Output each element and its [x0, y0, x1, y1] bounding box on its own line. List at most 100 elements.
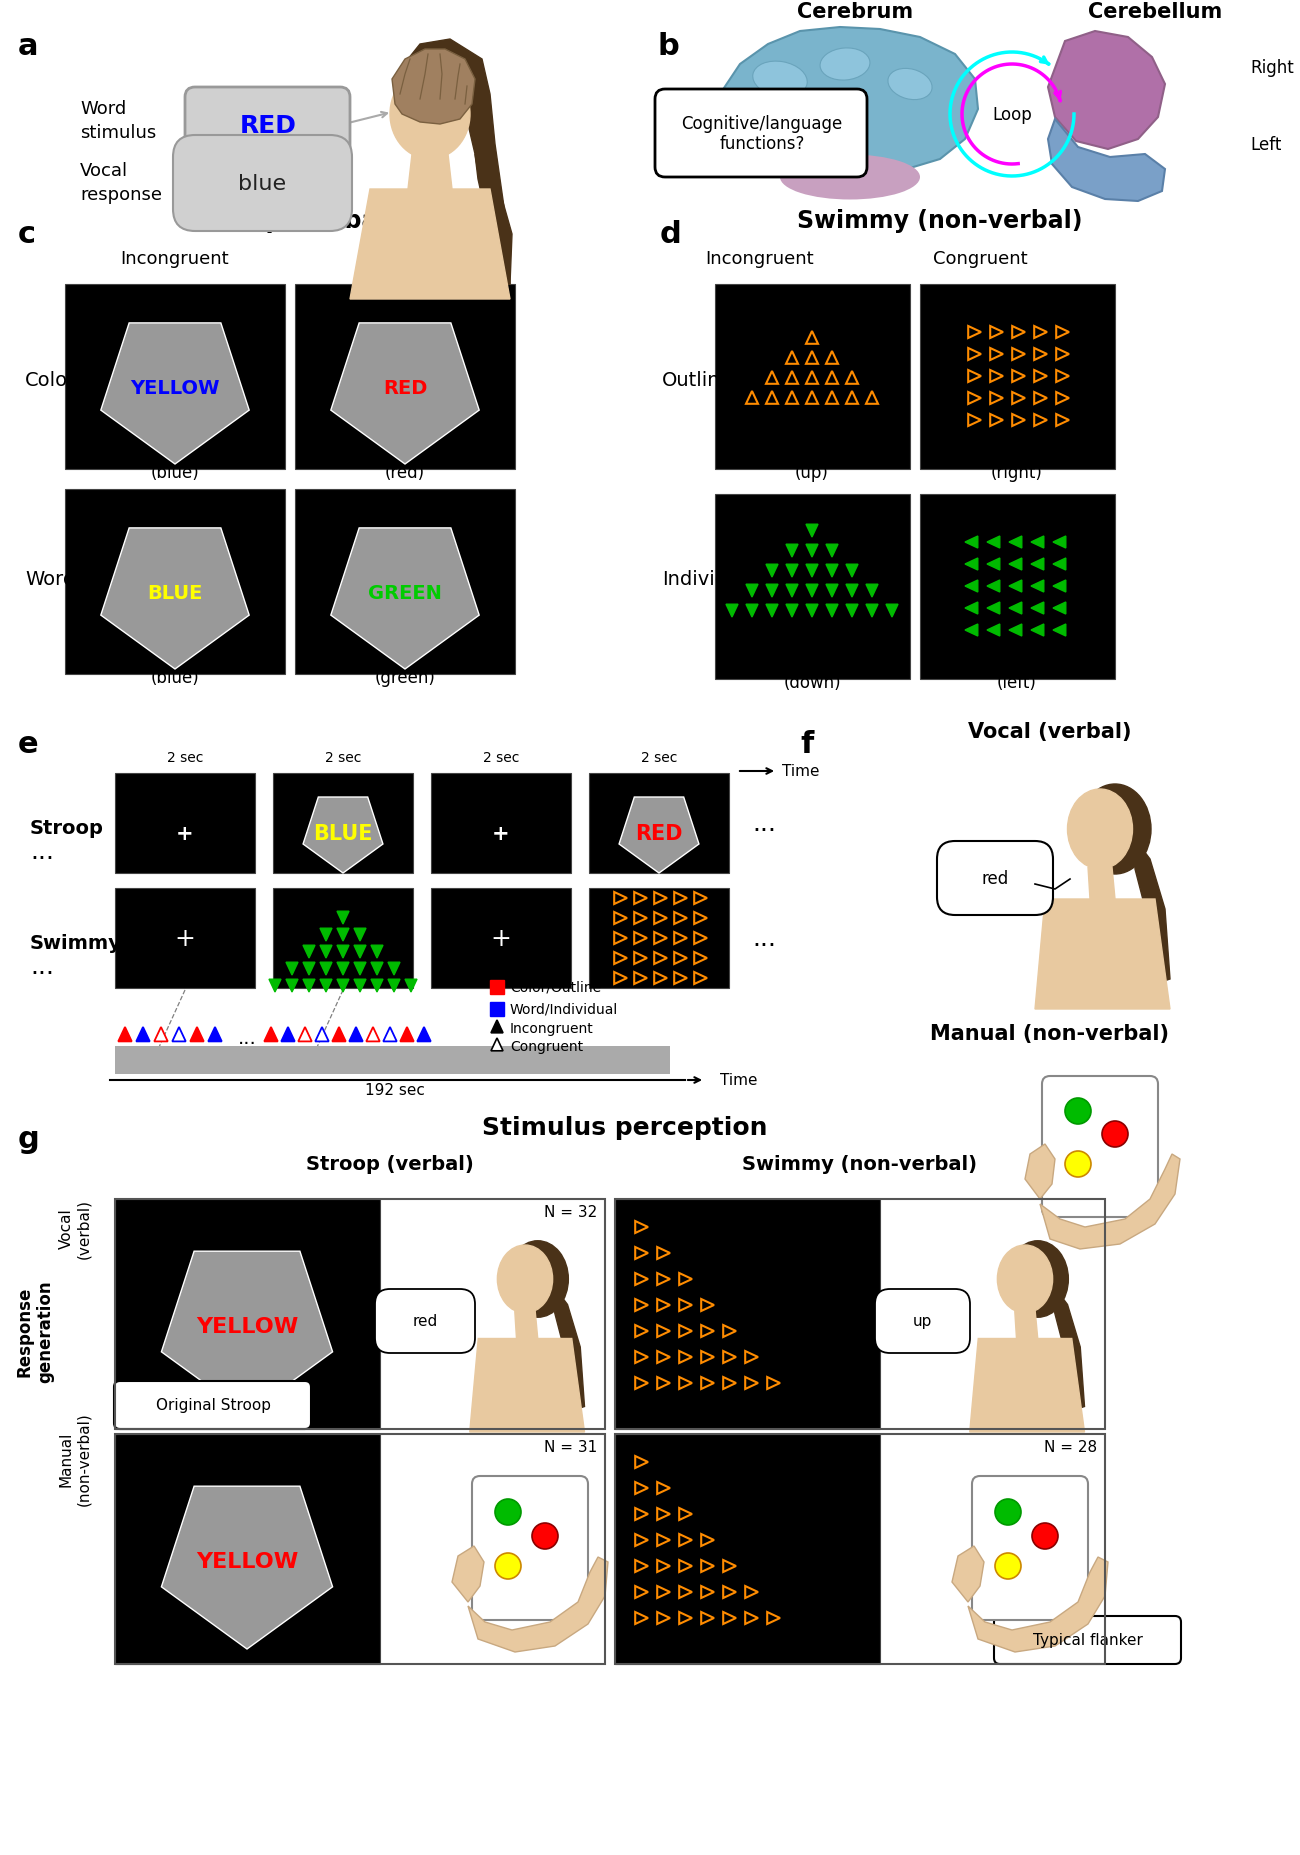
Polygon shape [1035, 900, 1170, 1009]
Bar [273, 774, 413, 874]
Bar [295, 286, 515, 469]
Polygon shape [286, 979, 298, 992]
Polygon shape [846, 566, 858, 577]
Bar [114, 1434, 380, 1664]
Text: Stimulus perception: Stimulus perception [482, 1115, 768, 1139]
Text: Vocal
(verbal): Vocal (verbal) [58, 1198, 91, 1258]
Polygon shape [354, 929, 367, 942]
Polygon shape [987, 536, 1000, 549]
Polygon shape [286, 963, 298, 976]
Polygon shape [387, 963, 400, 976]
Text: Congruent: Congruent [932, 250, 1027, 267]
Text: RED: RED [239, 113, 296, 137]
Polygon shape [370, 979, 383, 992]
Ellipse shape [498, 1245, 552, 1313]
Polygon shape [965, 558, 978, 571]
Polygon shape [826, 584, 838, 597]
Polygon shape [1053, 536, 1066, 549]
Polygon shape [826, 545, 838, 558]
Polygon shape [303, 798, 384, 874]
Text: Manual
(non-verbal): Manual (non-verbal) [58, 1412, 91, 1504]
Polygon shape [766, 566, 777, 577]
Bar [273, 889, 413, 989]
Text: (down): (down) [783, 673, 841, 692]
Text: Time: Time [720, 1072, 758, 1087]
FancyBboxPatch shape [114, 1382, 311, 1428]
Ellipse shape [390, 70, 471, 160]
Polygon shape [320, 946, 332, 959]
Text: Word: Word [25, 569, 75, 590]
Text: (blue): (blue) [151, 464, 199, 482]
Text: Incongruent: Incongruent [510, 1022, 594, 1035]
Polygon shape [965, 625, 978, 636]
Polygon shape [354, 979, 367, 992]
Bar [65, 286, 285, 469]
Polygon shape [491, 1039, 503, 1052]
Text: Original Stroop: Original Stroop [156, 1399, 270, 1414]
Text: Stroop: Stroop [30, 820, 104, 838]
Text: d: d [660, 221, 681, 249]
Text: (blue): (blue) [151, 668, 199, 686]
Bar [589, 774, 729, 874]
Polygon shape [337, 946, 348, 959]
Polygon shape [469, 1339, 585, 1432]
Text: Incongruent: Incongruent [706, 250, 814, 267]
Polygon shape [1031, 625, 1044, 636]
Polygon shape [1135, 840, 1170, 985]
Bar [615, 1200, 1105, 1428]
Polygon shape [1031, 581, 1044, 594]
Text: Swimmy (non-verbal): Swimmy (non-verbal) [797, 210, 1083, 234]
Polygon shape [384, 1028, 396, 1043]
Polygon shape [367, 1028, 380, 1043]
Bar [114, 1200, 380, 1428]
Polygon shape [190, 1028, 204, 1043]
Text: blue: blue [238, 174, 286, 195]
Polygon shape [370, 963, 383, 976]
Polygon shape [1040, 1154, 1180, 1248]
Polygon shape [417, 1028, 430, 1043]
Polygon shape [393, 50, 474, 124]
Circle shape [495, 1553, 521, 1579]
Ellipse shape [1067, 790, 1132, 870]
Text: Right: Right [1251, 59, 1294, 76]
Polygon shape [330, 325, 480, 466]
Text: f: f [800, 729, 814, 759]
Polygon shape [350, 189, 510, 301]
Polygon shape [1009, 536, 1022, 549]
Text: +: + [174, 926, 195, 950]
Circle shape [1065, 1098, 1091, 1124]
Polygon shape [1024, 1145, 1056, 1200]
Ellipse shape [1008, 1241, 1069, 1317]
Text: Loop: Loop [992, 106, 1032, 124]
Polygon shape [555, 1287, 585, 1412]
Ellipse shape [753, 61, 807, 98]
Polygon shape [315, 1028, 329, 1043]
Polygon shape [172, 1028, 186, 1043]
Polygon shape [970, 1339, 1084, 1432]
Text: BLUE: BLUE [147, 584, 203, 603]
Polygon shape [826, 605, 838, 618]
Polygon shape [887, 605, 898, 618]
Polygon shape [866, 584, 878, 597]
Text: Individual: Individual [662, 569, 757, 590]
Text: Color: Color [25, 371, 77, 390]
Polygon shape [1053, 625, 1066, 636]
Polygon shape [866, 605, 878, 618]
Polygon shape [987, 625, 1000, 636]
Bar [114, 1434, 604, 1664]
Polygon shape [766, 584, 777, 597]
Polygon shape [806, 605, 818, 618]
Text: Typical flanker: Typical flanker [1034, 1632, 1143, 1647]
Bar [432, 774, 571, 874]
Bar [65, 490, 285, 675]
Text: (green): (green) [374, 668, 436, 686]
Circle shape [1065, 1152, 1091, 1178]
Polygon shape [846, 584, 858, 597]
Polygon shape [806, 525, 818, 538]
Polygon shape [766, 605, 777, 618]
Ellipse shape [507, 1241, 568, 1317]
Text: N = 31: N = 31 [543, 1439, 597, 1454]
Polygon shape [1048, 32, 1165, 150]
Circle shape [495, 1499, 521, 1525]
Text: ...: ... [751, 926, 776, 950]
